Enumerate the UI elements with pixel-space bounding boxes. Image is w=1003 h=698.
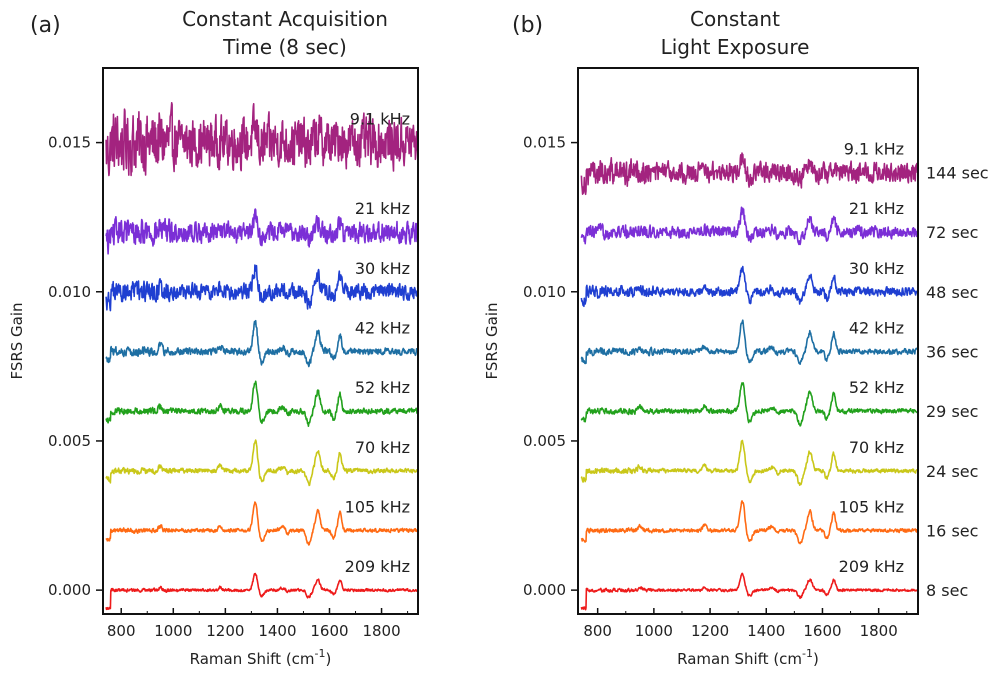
x-tick-label: 1400 — [747, 622, 785, 640]
time-label: 24 sec — [926, 462, 978, 481]
series-label: 30 kHz — [849, 259, 904, 278]
series-line — [105, 102, 419, 177]
series-line — [105, 439, 418, 487]
x-tick-label: 800 — [107, 622, 136, 640]
x-tick-label: 1000 — [154, 622, 192, 640]
time-label: 48 sec — [926, 283, 978, 302]
series-line — [580, 319, 919, 366]
series-line — [105, 319, 418, 368]
panel-title-line: Time (8 sec) — [222, 35, 347, 59]
y-axis-label: FSRS Gain — [483, 302, 501, 379]
series-label: 105 kHz — [345, 497, 410, 516]
series-line — [105, 572, 419, 611]
series-label: 209 kHz — [839, 557, 904, 576]
plot-frame — [577, 67, 919, 615]
time-label: 72 sec — [926, 223, 978, 242]
panel-a: (a) Constant Acquisition Time (8 sec) 9.1 k… — [8, 7, 419, 668]
x-tick-label: 1600 — [803, 622, 841, 640]
series-line — [580, 439, 918, 487]
x-tick-label: 1200 — [206, 622, 244, 640]
series-line — [580, 382, 918, 427]
y-tick-label: 0.010 — [48, 283, 91, 301]
y-tick-label: 0.005 — [523, 432, 566, 450]
series-line — [580, 152, 919, 196]
x-tick-label: 1800 — [860, 622, 898, 640]
time-label: 8 sec — [926, 581, 968, 600]
series-label: 21 kHz — [355, 199, 410, 218]
plot-frame — [102, 67, 419, 615]
y-tick-label: 0.000 — [48, 581, 91, 599]
x-tick-label: 1000 — [635, 622, 673, 640]
x-tick-label: 1800 — [362, 622, 400, 640]
series-line — [580, 265, 919, 308]
time-label: 36 sec — [926, 342, 978, 361]
y-tick-label: 0.015 — [48, 134, 91, 152]
panel-title-line: Constant Acquisition — [182, 7, 388, 31]
series-label: 21 kHz — [849, 199, 904, 218]
x-tick-label: 1400 — [258, 622, 296, 640]
x-axis-label: Raman Shift (cm-1) — [677, 647, 819, 668]
series-label: 209 kHz — [345, 557, 410, 576]
panel-title-line: Constant — [690, 7, 780, 31]
series-label: 52 kHz — [355, 378, 410, 397]
time-label: 16 sec — [926, 521, 978, 540]
y-axis-label: FSRS Gain — [8, 302, 26, 379]
y-tick-label: 0.010 — [523, 283, 566, 301]
series-label: 30 kHz — [355, 259, 410, 278]
series-line — [580, 206, 919, 246]
series-label: 42 kHz — [355, 318, 410, 337]
series-line — [105, 208, 419, 255]
series-label: 9.1 kHz — [844, 139, 904, 158]
y-tick-label: 0.000 — [523, 581, 566, 599]
panel-b: (b) Constant Light Exposure 9.1 kHz 144 sec 2… — [483, 7, 989, 668]
series-label: 52 kHz — [849, 378, 904, 397]
series-line — [105, 501, 419, 546]
x-axis-label: Raman Shift (cm-1) — [190, 647, 332, 668]
time-label: 29 sec — [926, 402, 978, 421]
series-label: 42 kHz — [849, 318, 904, 337]
panel-letter: (b) — [512, 13, 543, 38]
panel-title-line: Light Exposure — [661, 35, 810, 59]
series-line — [580, 500, 919, 545]
series-label: 105 kHz — [839, 497, 904, 516]
time-label: 144 sec — [926, 163, 989, 182]
x-tick-label: 800 — [583, 622, 612, 640]
series-label: 70 kHz — [355, 438, 410, 457]
series-label: 70 kHz — [849, 438, 904, 457]
panel-letter: (a) — [30, 13, 61, 38]
y-tick-label: 0.015 — [523, 134, 566, 152]
series-line — [105, 380, 418, 428]
series-label: 9.1 kHz — [350, 110, 410, 129]
series-line — [105, 264, 419, 312]
series-line — [580, 572, 918, 611]
y-tick-label: 0.005 — [48, 432, 91, 450]
x-tick-label: 1200 — [691, 622, 729, 640]
x-tick-label: 1600 — [310, 622, 348, 640]
